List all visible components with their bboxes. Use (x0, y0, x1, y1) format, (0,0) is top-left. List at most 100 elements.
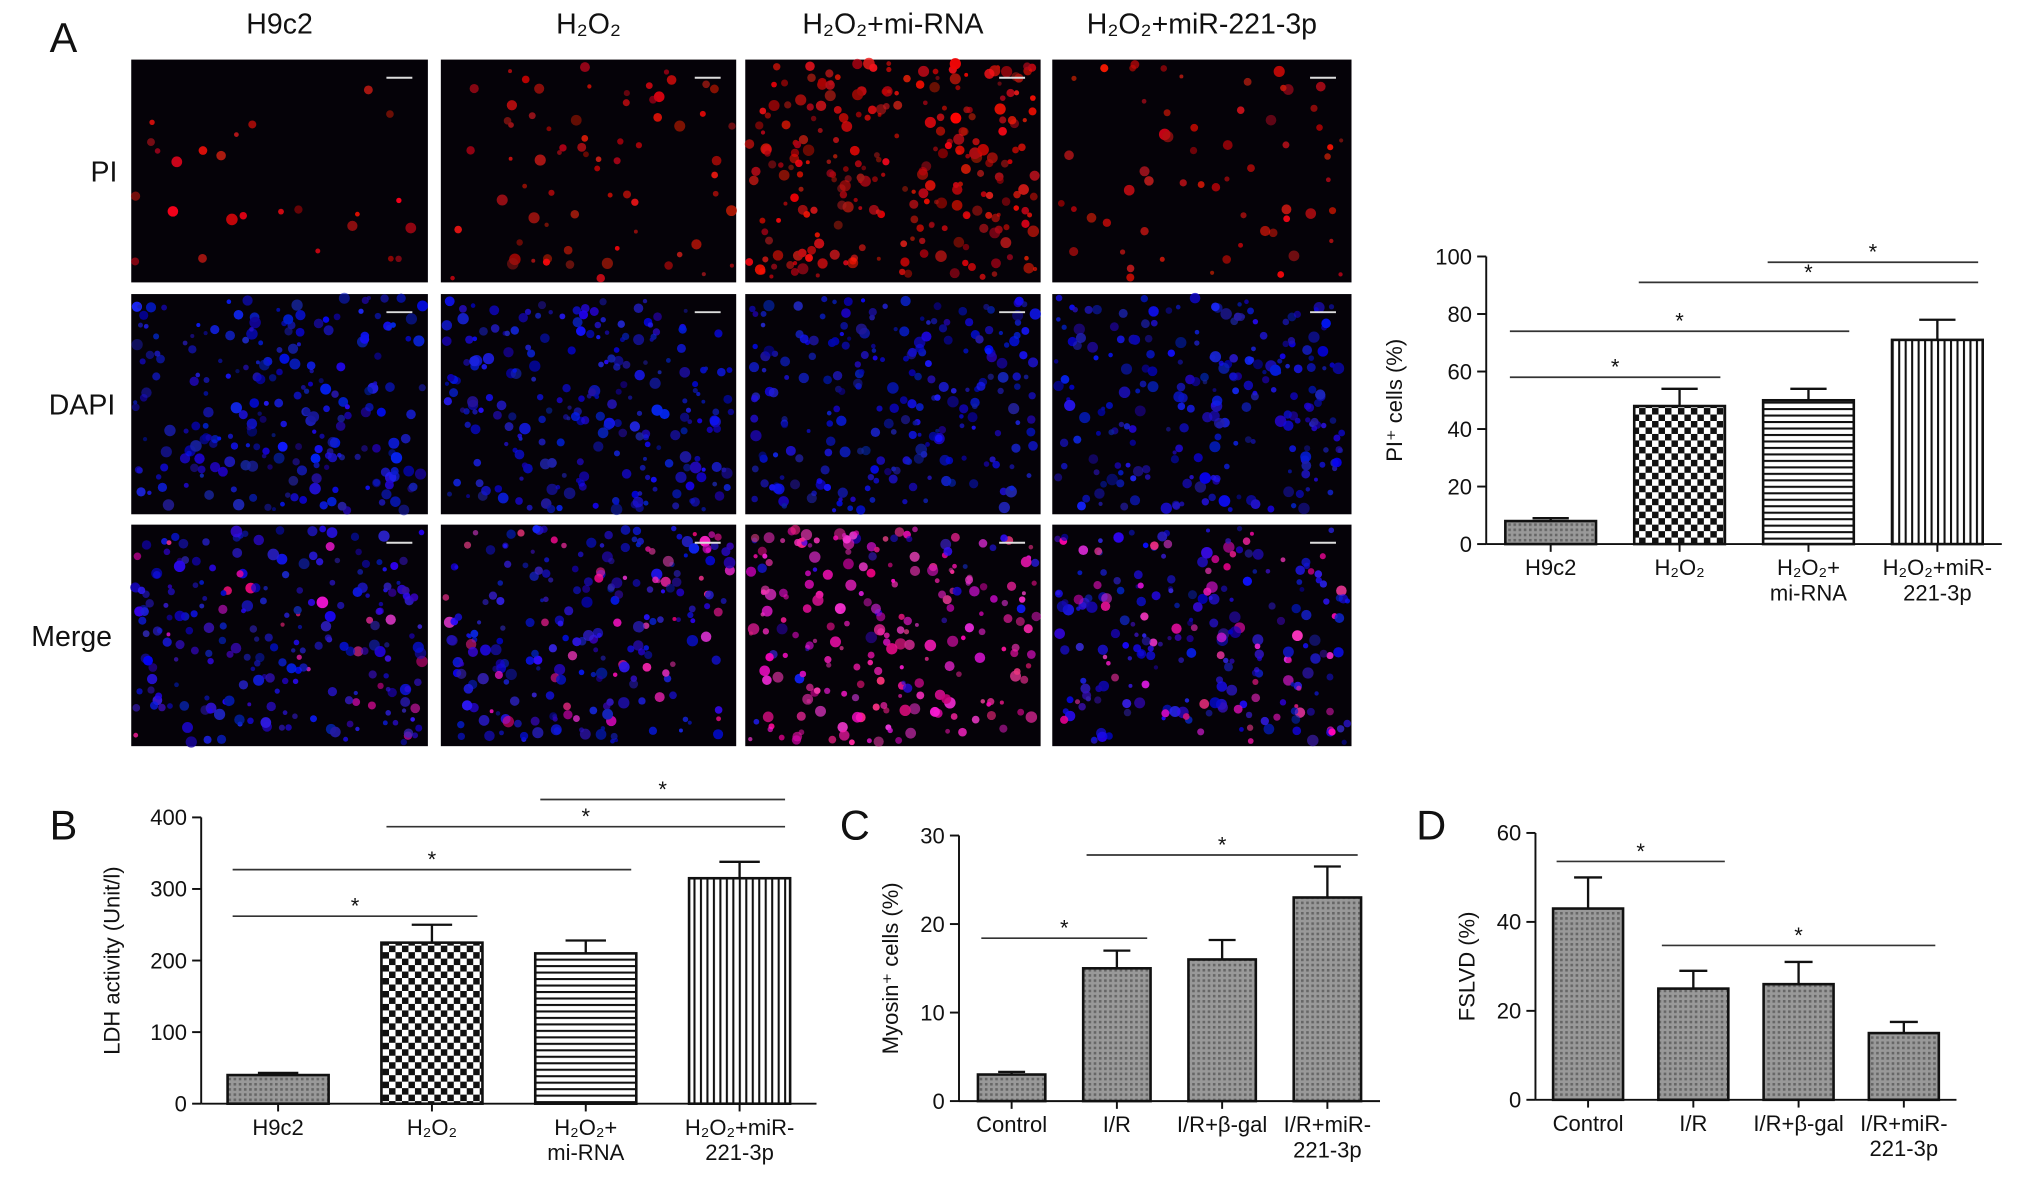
cell-dot (772, 250, 784, 261)
cell-dot (912, 526, 918, 533)
cell-dot (886, 66, 892, 73)
cell-dot (1006, 254, 1013, 261)
cell-dot (1301, 460, 1312, 471)
cell-dot (314, 444, 323, 454)
cell-dot (808, 335, 819, 346)
cell-dot (934, 199, 939, 205)
cell-dot (618, 661, 630, 673)
cell-dot (1289, 445, 1297, 453)
cell-dot (1176, 382, 1186, 392)
cell-dot (242, 336, 249, 344)
cell-dot (826, 410, 832, 416)
cell-dot (648, 726, 658, 735)
cell-dot (1128, 425, 1137, 433)
cell-dot (413, 335, 425, 347)
cell-dot (146, 673, 158, 685)
cell-dot (147, 686, 155, 694)
cell-dot (1146, 651, 1156, 661)
cell-dot (813, 537, 820, 544)
cell-dot (482, 599, 489, 606)
cell-dot (380, 467, 391, 477)
error-bar (719, 860, 760, 879)
cell-dot (278, 658, 287, 667)
cell-dot (947, 395, 959, 408)
cell-dot (408, 482, 418, 492)
cell-dot (744, 139, 755, 149)
cell-dot (1072, 340, 1082, 351)
bar (1551, 907, 1625, 1102)
cell-dot (623, 190, 632, 199)
cell-dot (1129, 439, 1136, 446)
cell-dot (238, 680, 249, 690)
cell-dot (883, 707, 890, 714)
cell-dot (373, 381, 378, 386)
cell-dot (692, 388, 698, 394)
cell-dot (1254, 667, 1260, 673)
cell-dot (1144, 474, 1151, 480)
cell-dot (130, 191, 141, 201)
bar (1890, 338, 1984, 546)
cell-dot (1214, 433, 1222, 441)
cell-dot (307, 381, 313, 387)
cell-dot (1314, 477, 1318, 482)
cell-dot (928, 222, 935, 229)
bar (1632, 404, 1727, 546)
cell-dot (805, 61, 815, 72)
cell-dot (1086, 601, 1098, 613)
cell-dot (1321, 318, 1331, 329)
cell-dot (1194, 329, 1200, 335)
y-tick-label: 10 (920, 1000, 945, 1025)
cell-dot (799, 670, 807, 678)
significance-label: * (1804, 260, 1813, 285)
cell-dot (912, 420, 918, 426)
cell-dot (1054, 535, 1061, 543)
cell-dot (1027, 212, 1033, 218)
cell-dot (333, 313, 341, 321)
cell-dot (1073, 435, 1082, 444)
cell-dot (826, 159, 832, 165)
cell-dot (822, 569, 833, 580)
cell-dot (410, 703, 421, 714)
cell-dot (1252, 634, 1264, 646)
cell-dot (1283, 420, 1294, 431)
cell-dot (935, 126, 946, 136)
cell-dot (540, 333, 550, 343)
cell-dot (1160, 502, 1172, 514)
cell-dot (136, 688, 143, 695)
cell-dot (1118, 386, 1131, 399)
cell-dot (952, 586, 962, 596)
cell-dot (1189, 474, 1194, 480)
cell-dot (405, 313, 418, 325)
cell-dot (1026, 427, 1036, 437)
cell-dot (388, 437, 400, 449)
cell-dot (798, 186, 804, 192)
cell-dot (1017, 708, 1025, 716)
cell-dot (540, 598, 545, 603)
cell-dot (701, 399, 706, 404)
row-label: DAPI (49, 390, 115, 422)
cell-dot (457, 313, 469, 325)
cell-dot (886, 61, 892, 66)
cell-dot (374, 312, 382, 320)
cell-dot (1021, 219, 1030, 228)
cell-dot (590, 671, 597, 678)
cell-dot (1246, 724, 1254, 731)
cell-dot (1295, 565, 1305, 575)
cell-dot (825, 436, 836, 446)
cell-dot (760, 322, 766, 328)
cell-dot (699, 110, 706, 117)
cell-dot (825, 80, 835, 90)
cell-dot (1197, 556, 1208, 568)
cell-dot (385, 382, 395, 392)
cell-dot (613, 419, 622, 428)
cell-dot (453, 478, 462, 487)
cell-dot (1147, 366, 1158, 377)
cell-dot (1105, 732, 1113, 740)
cell-dot (469, 355, 480, 367)
cell-dot (662, 555, 674, 567)
cell-dot (1080, 677, 1087, 684)
cell-dot (890, 428, 897, 435)
cell-dot (539, 458, 551, 470)
cell-dot (916, 691, 925, 700)
cell-dot (1223, 563, 1231, 571)
